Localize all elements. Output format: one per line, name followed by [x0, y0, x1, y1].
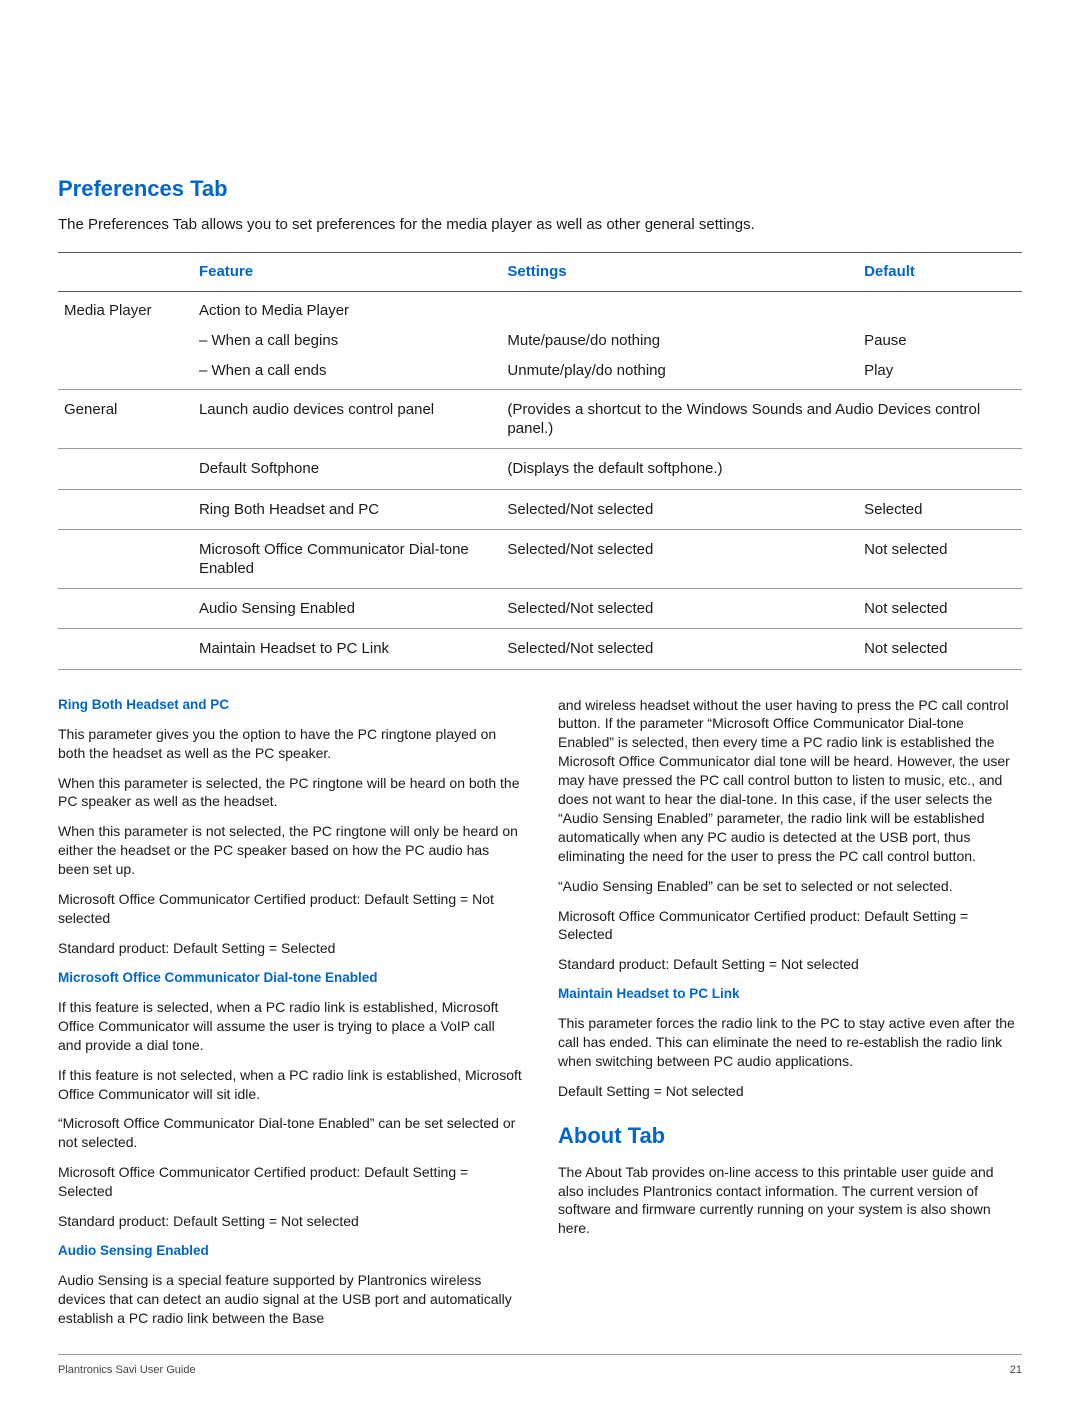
cell-aud-set: Selected/Not selected	[501, 589, 858, 629]
maint-subhead: Maintain Headset to PC Link	[558, 985, 1022, 1003]
cell-set-ends: Unmute/play/do nothing	[501, 359, 858, 389]
cell-def-ends: Play	[858, 359, 1022, 389]
cell-maint-set: Selected/Not selected	[501, 629, 858, 669]
preferences-intro: The Preferences Tab allows you to set pr…	[58, 215, 1022, 234]
footer-left: Plantronics Savi User Guide	[58, 1363, 196, 1377]
th-default: Default	[858, 253, 1022, 291]
cell-launch-note: (Provides a shortcut to the Windows Soun…	[501, 390, 1022, 449]
cell-ring-def: Selected	[858, 489, 1022, 529]
aud-p1: Audio Sensing is a special feature suppo…	[58, 1271, 522, 1328]
about-p: The About Tab provides on-line access to…	[558, 1163, 1022, 1239]
moc-p4: Microsoft Office Communicator Certified …	[58, 1163, 522, 1201]
cell-media-feature: Action to Media Player	[193, 291, 501, 329]
cell-aud: Audio Sensing Enabled	[193, 589, 501, 629]
moc-subhead: Microsoft Office Communicator Dial-tone …	[58, 969, 522, 987]
ring-p1: This parameter gives you the option to h…	[58, 725, 522, 763]
moc-p2: If this feature is not selected, when a …	[58, 1066, 522, 1104]
page-footer: Plantronics Savi User Guide 21	[58, 1354, 1022, 1377]
th-blank	[58, 253, 193, 291]
cell-maint-def: Not selected	[858, 629, 1022, 669]
aud-p2: “Audio Sensing Enabled” can be set to se…	[558, 877, 1022, 896]
th-feature: Feature	[193, 253, 501, 291]
moc-p1: If this feature is selected, when a PC r…	[58, 998, 522, 1055]
cell-maint: Maintain Headset to PC Link	[193, 629, 501, 669]
right-column: and wireless headset without the user ha…	[558, 696, 1022, 1328]
cell-softphone-note: (Displays the default softphone.)	[501, 449, 1022, 489]
cell-softphone: Default Softphone	[193, 449, 501, 489]
cell-moc-set: Selected/Not selected	[501, 529, 858, 588]
ring-p5: Standard product: Default Setting = Sele…	[58, 939, 522, 958]
ring-p3: When this parameter is not selected, the…	[58, 822, 522, 879]
cell-moc-def: Not selected	[858, 529, 1022, 588]
ring-subhead: Ring Both Headset and PC	[58, 696, 522, 714]
maint-p2: Default Setting = Not selected	[558, 1082, 1022, 1101]
cell-general-label: General	[58, 390, 193, 449]
footer-page-number: 21	[1010, 1363, 1022, 1377]
cell-moc: Microsoft Office Communicator Dial-tone …	[193, 529, 501, 588]
aud-subhead: Audio Sensing Enabled	[58, 1242, 522, 1260]
cell-aud-def: Not selected	[858, 589, 1022, 629]
about-heading: About Tab	[558, 1121, 1022, 1151]
maint-p1: This parameter forces the radio link to …	[558, 1014, 1022, 1071]
moc-p5: Standard product: Default Setting = Not …	[58, 1212, 522, 1231]
cell-set-begins: Mute/pause/do nothing	[501, 329, 858, 359]
preferences-table: Feature Settings Default Media Player Ac…	[58, 252, 1022, 669]
aud-p4: Standard product: Default Setting = Not …	[558, 955, 1022, 974]
th-settings: Settings	[501, 253, 858, 291]
body-columns: Ring Both Headset and PC This parameter …	[58, 696, 1022, 1328]
left-column: Ring Both Headset and PC This parameter …	[58, 696, 522, 1328]
aud-cont: and wireless headset without the user ha…	[558, 696, 1022, 866]
cell-ring: Ring Both Headset and PC	[193, 489, 501, 529]
cell-when-begins: – When a call begins	[193, 329, 501, 359]
cell-media-label: Media Player	[58, 291, 193, 329]
ring-p4: Microsoft Office Communicator Certified …	[58, 890, 522, 928]
cell-ring-set: Selected/Not selected	[501, 489, 858, 529]
moc-p3: “Microsoft Office Communicator Dial-tone…	[58, 1114, 522, 1152]
cell-def-begins: Pause	[858, 329, 1022, 359]
aud-p3: Microsoft Office Communicator Certified …	[558, 907, 1022, 945]
cell-launch: Launch audio devices control panel	[193, 390, 501, 449]
ring-p2: When this parameter is selected, the PC …	[58, 774, 522, 812]
preferences-heading: Preferences Tab	[58, 175, 1022, 203]
cell-when-ends: – When a call ends	[193, 359, 501, 389]
